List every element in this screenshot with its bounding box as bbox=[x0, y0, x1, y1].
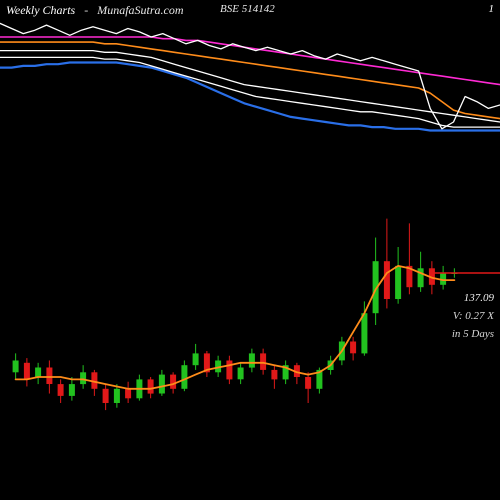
ticker-symbol: BSE 514142 bbox=[220, 3, 275, 15]
site-name: MunafaSutra.com bbox=[97, 3, 183, 17]
header: Weekly Charts - MunafaSutra.com bbox=[6, 3, 184, 18]
days-readout: in 5 Days bbox=[452, 328, 494, 340]
upper-indicator-chart bbox=[0, 20, 500, 190]
chart-title: Weekly Charts bbox=[6, 3, 75, 17]
price-readout: 137.09 bbox=[464, 292, 494, 304]
header-separator: - bbox=[84, 3, 88, 17]
chart-screenshot: Weekly Charts - MunafaSutra.com BSE 5141… bbox=[0, 0, 500, 500]
top-right-number: 1 bbox=[489, 3, 495, 15]
volume-readout: V: 0.27 X bbox=[453, 310, 494, 322]
lower-candlestick-chart bbox=[0, 195, 500, 455]
